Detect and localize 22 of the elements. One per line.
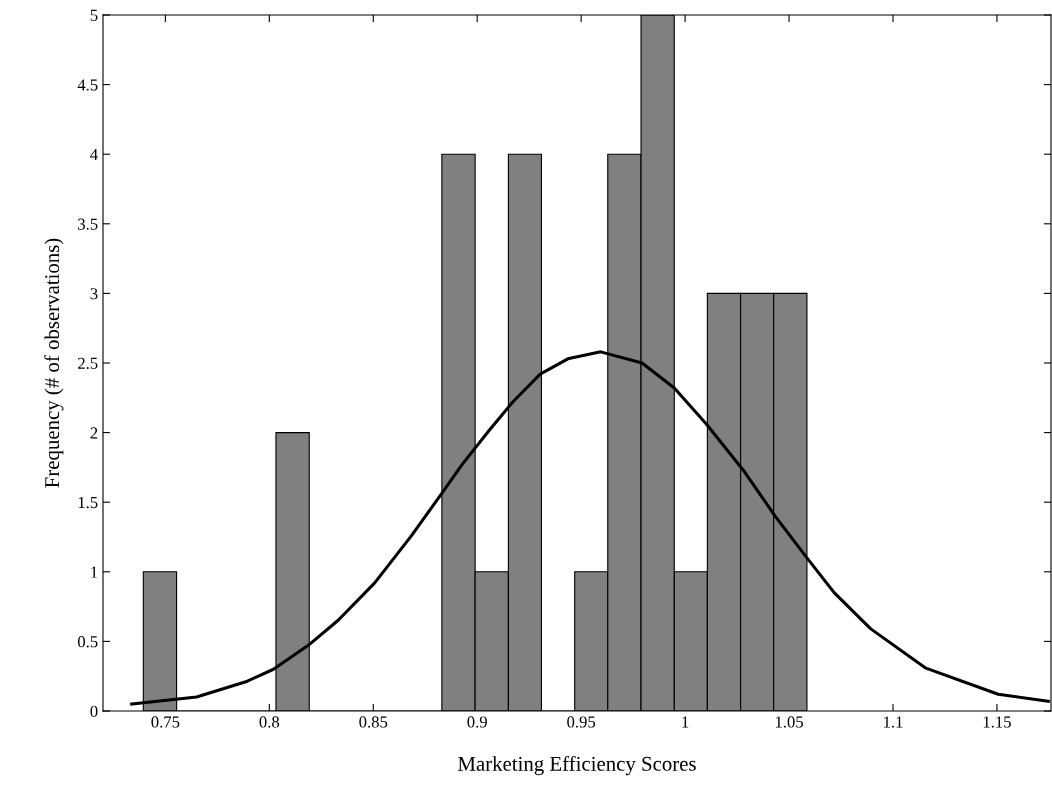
y-tick-label: 3.5 [78,218,98,230]
y-tick-label: 2 [90,427,98,439]
x-tick-label: 1.05 [775,716,803,728]
y-tick-label: 3 [90,288,98,300]
y-tick-label: 4 [90,149,98,160]
y-tick-label: 5 [90,9,98,21]
x-tick-label: 1.15 [983,716,1011,728]
x-axis-title: Marketing Efficiency Scores [458,755,696,776]
x-tick-label: 0.95 [567,716,596,728]
y-tick-label: 4.5 [77,79,98,91]
y-axis-title: Frequency (# of observations) [44,238,64,488]
y-tick-label: 1.5 [78,496,98,509]
y-tick-label: 1 [91,566,98,578]
x-tick-label: 0.8 [259,716,280,728]
x-tick-label: 0.85 [359,716,388,728]
y-tick-label: 0 [90,705,98,717]
x-tick-label: 0.75 [151,716,180,728]
y-tick-label: 2.5 [78,357,98,370]
y-tick-label: 0.5 [77,636,98,648]
x-tick-label: 1.1 [884,716,903,728]
x-tick-label: 0.9 [467,716,487,728]
x-tick-label: 1 [682,716,689,728]
